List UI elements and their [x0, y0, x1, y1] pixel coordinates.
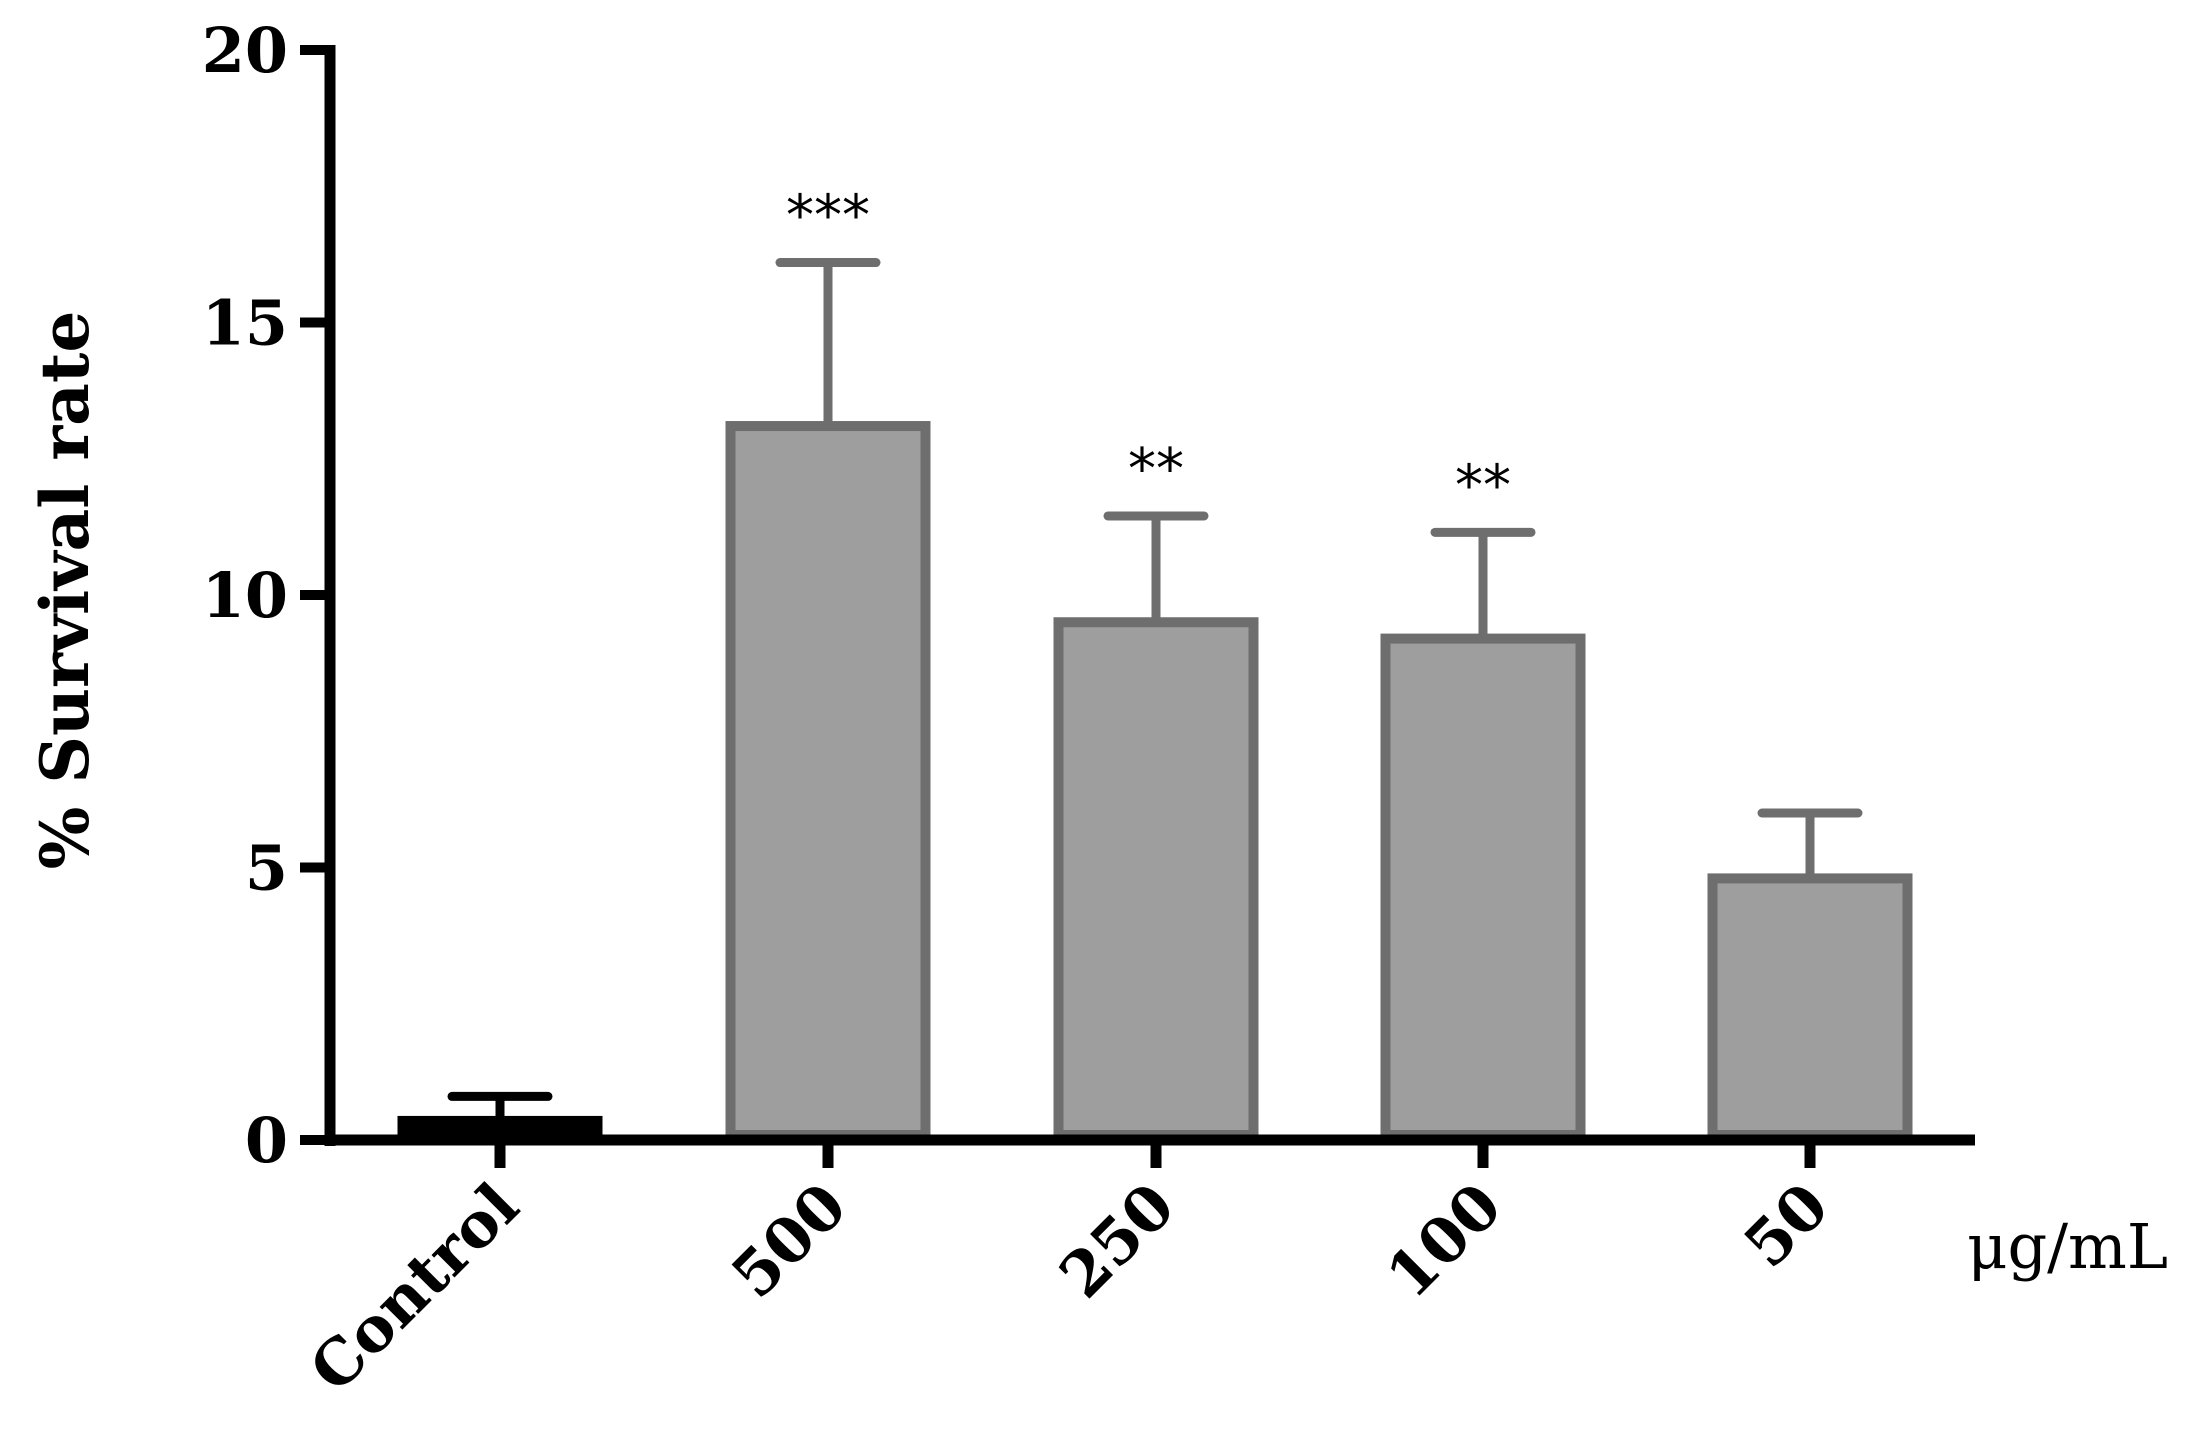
- annotations-layer: ***** **: [786, 184, 1511, 519]
- axes-layer: [300, 45, 1975, 1168]
- error-bar: [447, 1091, 553, 1121]
- significance-label: **: [1455, 453, 1511, 518]
- bar: [725, 421, 931, 1140]
- y-tick-label: 0: [245, 1104, 288, 1177]
- y-tick-label: 10: [202, 559, 288, 632]
- x-tick-label: 500: [717, 1169, 860, 1312]
- error-bar: [1103, 511, 1209, 623]
- error-bars-layer: [447, 258, 1863, 1121]
- y-tick-label: 15: [202, 287, 288, 360]
- significance-label: ***: [786, 184, 870, 249]
- x-tick-label: 50: [1730, 1169, 1843, 1282]
- y-axis-title: % Survival rate: [26, 311, 104, 870]
- bar: [1053, 617, 1259, 1140]
- error-bar: [1430, 527, 1536, 639]
- x-tick-label: 250: [1045, 1169, 1188, 1312]
- bar: [397, 1115, 603, 1141]
- significance-label: **: [1128, 437, 1184, 502]
- error-bar: [775, 258, 881, 427]
- y-tick-label: 20: [202, 14, 288, 87]
- bar: [1707, 873, 1913, 1141]
- y-tick-label: 5: [245, 832, 288, 905]
- x-axis-unit-label: μg/mL: [1967, 1210, 2168, 1283]
- bar: [1380, 633, 1586, 1140]
- error-bar: [1757, 808, 1863, 879]
- x-tick-label: 100: [1372, 1169, 1515, 1312]
- x-tick-label: Control: [296, 1169, 533, 1406]
